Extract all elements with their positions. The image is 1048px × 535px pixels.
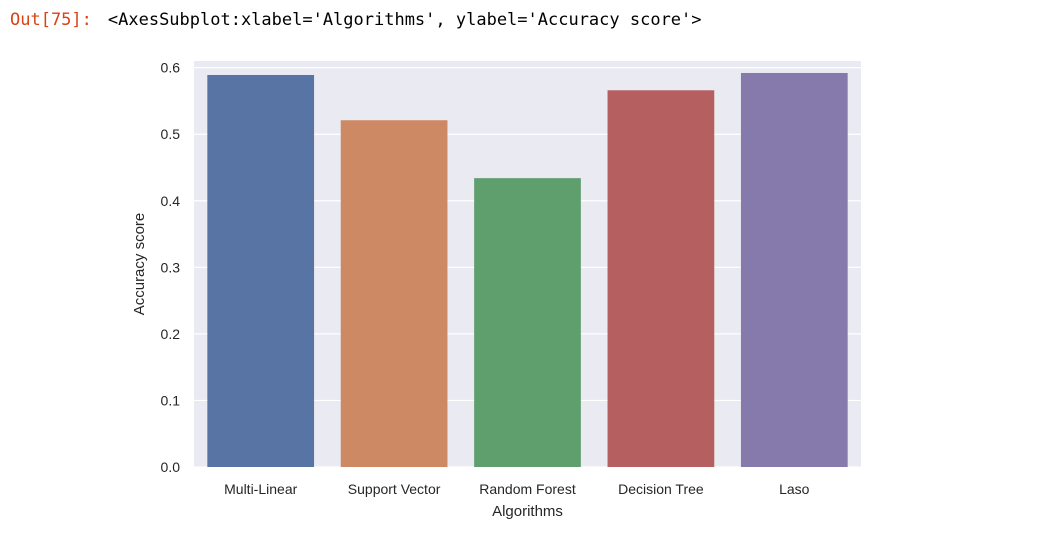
y-tick-label: 0.5 [161, 126, 181, 142]
y-tick-label: 0.0 [161, 459, 181, 475]
x-axis-label: Algorithms [492, 503, 563, 520]
y-tick-label: 0.3 [161, 259, 181, 275]
x-tick-label: Multi-Linear [224, 481, 297, 497]
bars [207, 72, 848, 467]
output-repr: <AxesSubplot:xlabel='Algorithms', ylabel… [107, 10, 702, 30]
bar-random-forest [474, 178, 581, 467]
output-row: Out[75]: <AxesSubplot:xlabel='Algorithms… [10, 8, 702, 32]
y-tick-label: 0.2 [161, 326, 181, 342]
bar-decision-tree [607, 90, 715, 467]
output-prompt: Out[75]: [10, 10, 92, 30]
x-tick-labels: Multi-Linear Support Vector Random Forest D… [224, 481, 810, 497]
x-tick-label: Support Vector [348, 481, 441, 497]
x-tick-label: Random Forest [479, 481, 576, 497]
y-tick-labels: 0.0 0.1 0.2 0.3 0.4 0.5 0.6 [161, 60, 181, 475]
bar-support-vector [340, 120, 448, 467]
y-axis-label: Accuracy score [131, 213, 148, 316]
y-tick-label: 0.6 [161, 60, 181, 76]
x-tick-label: Laso [779, 481, 810, 497]
y-tick-label: 0.1 [161, 392, 181, 408]
y-tick-label: 0.4 [161, 193, 181, 209]
x-tick-label: Decision Tree [618, 481, 704, 497]
bar-laso [740, 72, 848, 467]
bar-multi-linear [207, 74, 315, 467]
